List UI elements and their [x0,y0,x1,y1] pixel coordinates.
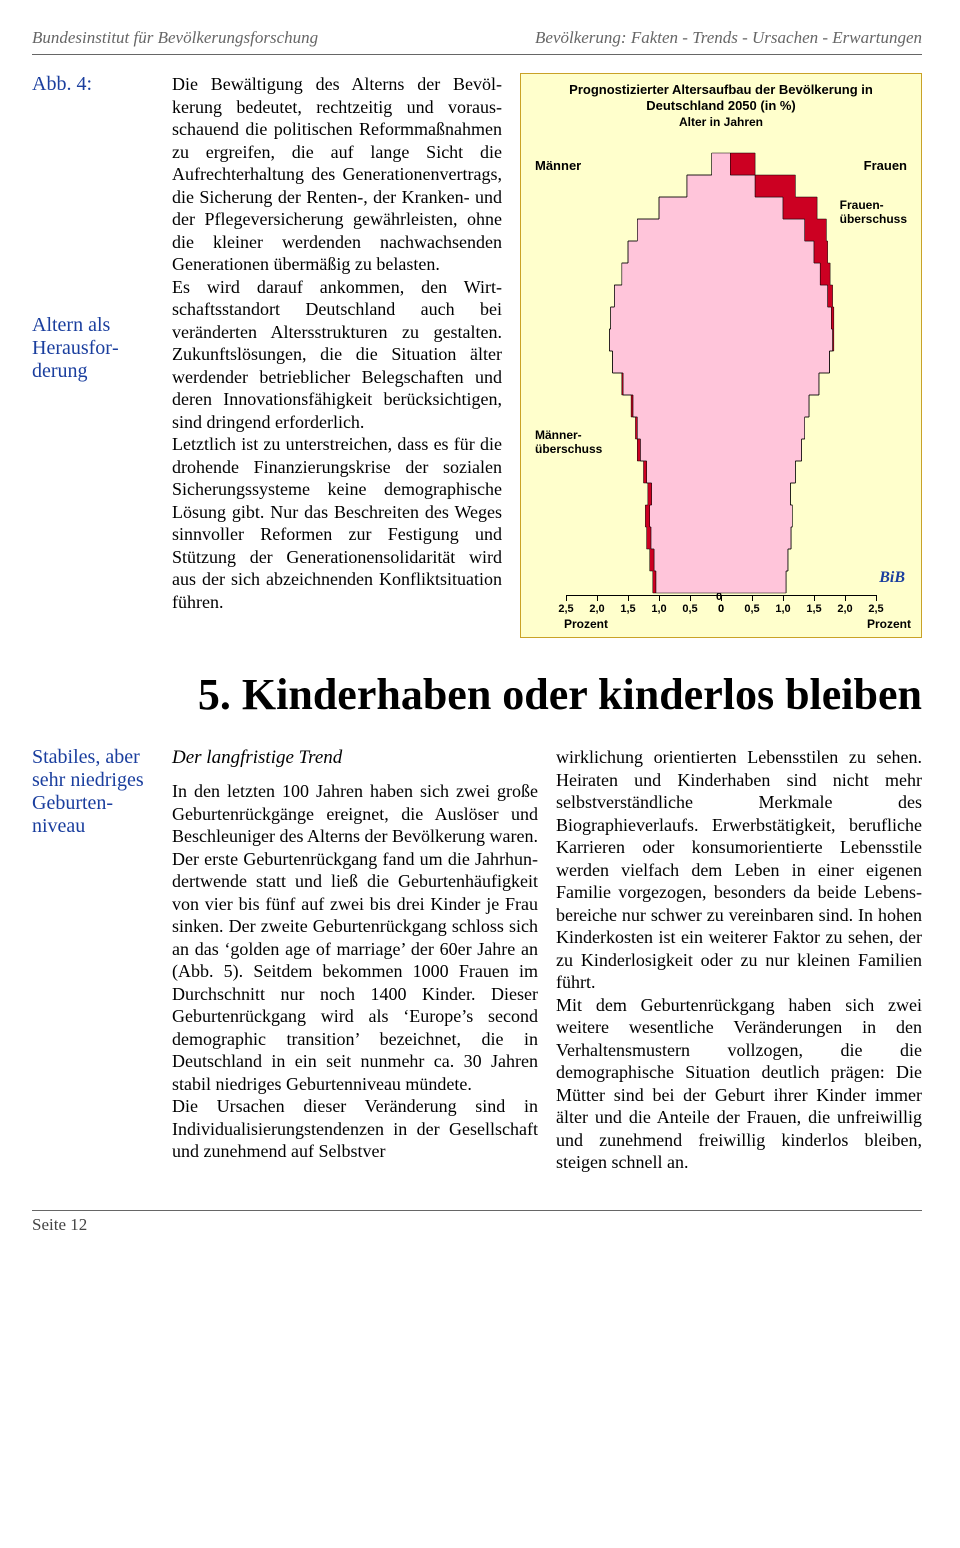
x-tick: 2,5 [556,603,576,615]
rule-top [32,54,922,55]
bib-logo: BiB [879,569,905,587]
page-number: Seite 12 [32,1215,922,1235]
runhead-right: Bevölkerung: Fakten - Trends - Ursachen … [535,28,922,48]
body-text-1: Die Bewältigung des Alterns der Bevöl­ke… [172,73,502,638]
subheading: Der langfristige Trend [172,746,538,770]
x-tick: 2,5 [866,603,886,615]
section-heading: 5. Kinderhaben oder kinderlos bleiben [32,672,922,718]
x-tick: 0,5 [742,603,762,615]
x-tick: 0 [711,603,731,615]
x-tick: 1,0 [773,603,793,615]
x-tick: 2,0 [587,603,607,615]
x-tick: 2,0 [835,603,855,615]
figure-pyramid: Prognostizierter Altersaufbau der Bevölk… [520,73,922,638]
chart-title: Prognostizierter Altersaufbau der Bevölk… [531,82,911,113]
runhead-left: Bundesinstitut für Bevölkerungsforschung [32,28,318,48]
x-tick: 1,5 [618,603,638,615]
margin-note-2: Stabiles, aber sehr niedriges Geburten­n… [32,746,154,838]
figure-ref: Abb. 4: [32,73,154,96]
rule-bottom [32,1210,922,1211]
x-tick: 1,5 [804,603,824,615]
x-tick: 1,0 [649,603,669,615]
x-tick: 0,5 [680,603,700,615]
body-text-2-left: In den letzten 100 Jahren haben sich zwe… [172,780,538,1163]
margin-note-1: Altern als Herausfor­derung [32,314,154,383]
body-text-2-right: wirklichung orientierten Lebensstilen zu… [556,746,922,1174]
chart-subtitle: Alter in Jahren [531,115,911,129]
